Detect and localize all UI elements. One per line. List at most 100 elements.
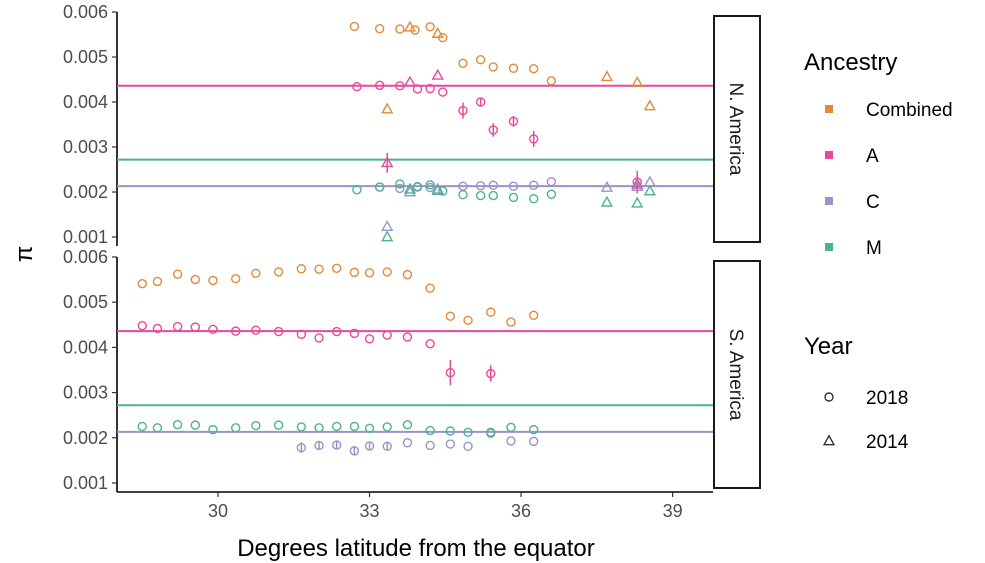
data-point-a-2014 bbox=[431, 68, 444, 80]
data-point-a-2018 bbox=[208, 324, 218, 335]
data-point-combined-2018 bbox=[506, 317, 516, 327]
facet-strip-label: N. America bbox=[725, 83, 746, 176]
y-tick-label: 0.005 bbox=[63, 47, 108, 67]
legend-title-year: Year bbox=[804, 333, 853, 360]
data-point-combined-2018 bbox=[486, 307, 496, 317]
data-point-c-2018 bbox=[332, 440, 342, 450]
legend-label-a: A bbox=[866, 146, 879, 167]
data-point-a-2018 bbox=[475, 97, 486, 107]
data-point-a-2018 bbox=[296, 329, 307, 339]
data-point-m-2018 bbox=[445, 426, 456, 436]
chart-panels: 0.001 0.002 0.003 0.004 0.005 0.006 N. America… bbox=[63, 2, 761, 493]
legend-swatch-c bbox=[825, 197, 833, 205]
data-point-combined-2018 bbox=[314, 264, 324, 274]
x-tick-label: 36 bbox=[511, 501, 531, 521]
panel-south-america: 0.001 0.002 0.003 0.004 0.005 0.006 S. America bbox=[63, 247, 761, 493]
data-point-m-2018 bbox=[508, 192, 519, 203]
y-tick-label: 0.002 bbox=[63, 182, 108, 202]
legend-swatch-m bbox=[825, 243, 833, 251]
data-point-combined-2018 bbox=[230, 273, 241, 284]
data-point-combined-2014 bbox=[431, 26, 444, 38]
data-point-a-2018 bbox=[251, 325, 261, 335]
data-point-c-2018 bbox=[528, 436, 539, 447]
data-point-combined-2018 bbox=[488, 62, 498, 72]
data-point-a-2018 bbox=[172, 321, 183, 332]
data-point-c-2018 bbox=[506, 436, 516, 446]
data-point-c-2018 bbox=[528, 180, 539, 190]
data-point-m-2018 bbox=[528, 194, 539, 204]
data-point-combined-2018 bbox=[208, 275, 218, 286]
data-point-m-2018 bbox=[172, 419, 183, 430]
data-point-a-2018 bbox=[152, 323, 163, 334]
data-point-a-2014 bbox=[403, 75, 417, 87]
data-point-combined-2018 bbox=[475, 55, 486, 65]
data-point-c-2014 bbox=[631, 179, 644, 191]
legend-label-2014: 2014 bbox=[866, 432, 909, 453]
data-point-a-2018 bbox=[314, 333, 324, 343]
data-point-a-2018 bbox=[486, 368, 496, 379]
data-point-combined-2014 bbox=[643, 99, 656, 111]
data-point-combined-2018 bbox=[190, 274, 200, 285]
data-point-a-2018 bbox=[528, 134, 539, 144]
data-point-combined-2014 bbox=[403, 20, 417, 32]
data-point-a-2014 bbox=[381, 156, 394, 168]
facet-strip bbox=[713, 260, 761, 489]
data-point-combined-2014 bbox=[381, 102, 394, 114]
legend-marker-2014 bbox=[822, 434, 836, 446]
legend-year-items: 2018 2014 bbox=[822, 388, 909, 453]
data-point-combined-2018 bbox=[332, 263, 342, 273]
y-axis-title: π bbox=[11, 246, 38, 263]
data-point-a-2018 bbox=[190, 322, 200, 332]
data-point-combined-2018 bbox=[273, 267, 284, 277]
data-point-m-2018 bbox=[137, 421, 147, 432]
data-point-c-2018 bbox=[508, 181, 519, 191]
x-tick-label: 33 bbox=[360, 501, 380, 521]
data-point-combined-2018 bbox=[463, 315, 473, 325]
data-point-m-2018 bbox=[425, 180, 435, 190]
data-point-combined-2018 bbox=[508, 63, 519, 73]
legend-label-2018: 2018 bbox=[866, 388, 908, 409]
data-point-combined-2018 bbox=[395, 24, 405, 34]
data-point-c-2018 bbox=[425, 440, 435, 451]
legend-label-c: C bbox=[866, 192, 880, 213]
data-point-combined-2018 bbox=[349, 21, 360, 32]
data-point-a-2018 bbox=[508, 116, 519, 127]
x-tick-label: 39 bbox=[663, 501, 683, 521]
data-point-combined-2018 bbox=[425, 283, 435, 293]
data-point-a-2018 bbox=[395, 81, 405, 91]
data-point-c-2018 bbox=[382, 441, 392, 452]
y-tick-label: 0.001 bbox=[63, 473, 108, 493]
data-point-a-2018 bbox=[412, 84, 423, 94]
data-point-combined-2014 bbox=[600, 70, 614, 82]
data-point-a-2018 bbox=[425, 83, 435, 94]
legend-swatch-a bbox=[825, 151, 833, 159]
data-point-c-2018 bbox=[314, 440, 324, 451]
legend-ancestry-items: Combined A C M bbox=[825, 100, 953, 259]
data-point-c-2018 bbox=[425, 182, 435, 193]
data-point-combined-2018 bbox=[152, 276, 163, 287]
data-point-a-2018 bbox=[273, 326, 284, 337]
data-point-combined-2018 bbox=[445, 311, 456, 321]
data-point-combined-2018 bbox=[410, 25, 420, 35]
data-point-m-2018 bbox=[230, 423, 241, 433]
data-point-a-2018 bbox=[230, 326, 241, 336]
data-point-m-2018 bbox=[273, 420, 284, 430]
y-tick-label: 0.002 bbox=[63, 428, 108, 448]
facet-strip-label: S. America bbox=[725, 329, 746, 421]
data-point-c-2018 bbox=[395, 183, 405, 194]
data-point-combined-2018 bbox=[172, 269, 183, 279]
data-point-m-2018 bbox=[382, 422, 392, 432]
legend-label-combined: Combined bbox=[866, 100, 953, 121]
data-point-combined-2018 bbox=[528, 310, 539, 320]
data-point-combined-2018 bbox=[382, 267, 392, 277]
data-point-m-2018 bbox=[208, 424, 218, 435]
y-tick-label: 0.001 bbox=[63, 227, 108, 247]
data-point-m-2014 bbox=[403, 182, 417, 194]
data-point-combined-2018 bbox=[137, 278, 147, 289]
data-point-a-2018 bbox=[137, 320, 147, 331]
data-point-m-2018 bbox=[296, 422, 307, 432]
legend-label-m: M bbox=[866, 238, 882, 259]
legend: Ancestry Combined A C M Year 2018 2014 bbox=[804, 49, 953, 453]
data-point-combined-2018 bbox=[374, 23, 385, 34]
